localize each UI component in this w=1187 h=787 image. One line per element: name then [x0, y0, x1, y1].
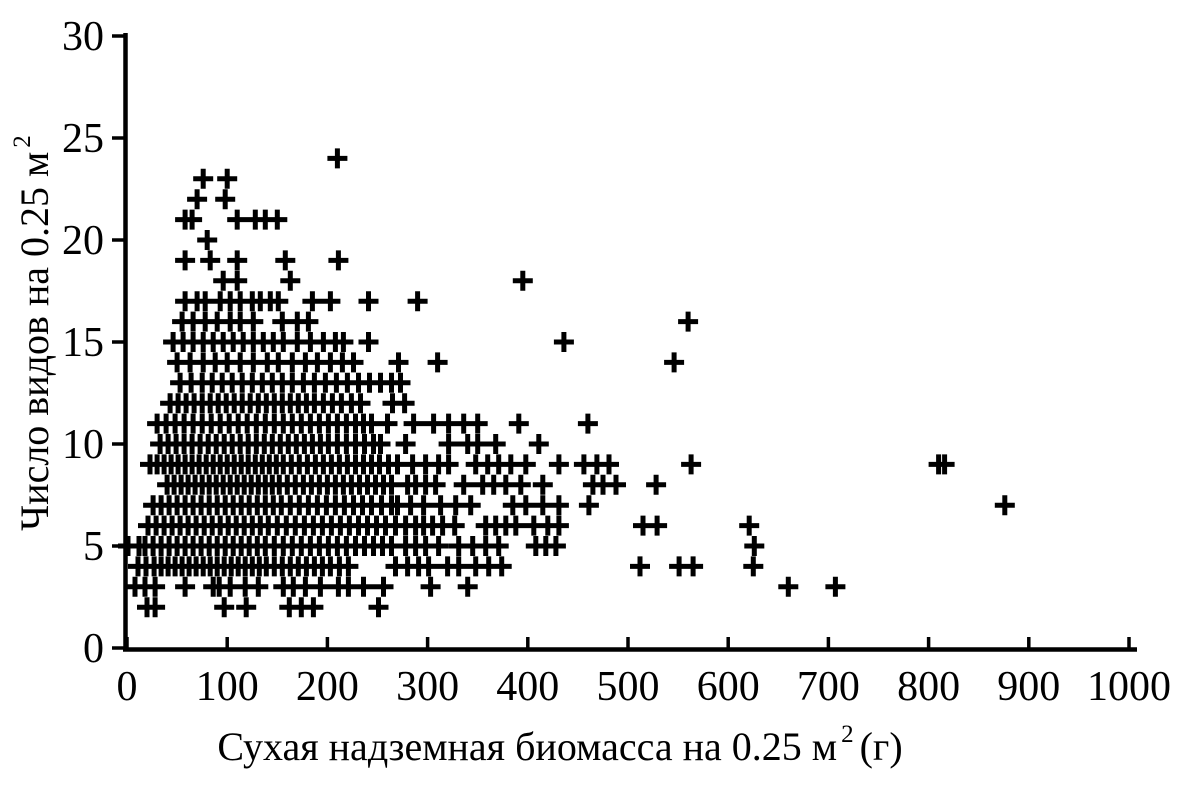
y-tick-label: 10 [62, 422, 104, 468]
y-axis-title-superscript: 2 [8, 135, 36, 148]
x-axis-title: Сухая надземная биомасса на 0.25 м 2 (г) [160, 720, 960, 771]
x-tick-label: 900 [997, 664, 1060, 710]
x-tick-label: 100 [196, 664, 259, 710]
x-axis-title-units: (г) [859, 724, 903, 769]
y-axis-title: Число видов на 0.25 м 2 [8, 53, 59, 613]
y-tick-label: 30 [62, 14, 104, 60]
x-tick-label: 700 [797, 664, 860, 710]
x-tick-label: 400 [496, 664, 559, 710]
x-tick-label: 0 [117, 664, 138, 710]
x-tick-label: 800 [897, 664, 960, 710]
y-tick-label: 5 [83, 524, 104, 570]
y-tick-label: 15 [62, 320, 104, 366]
x-tick-label: 1000 [1087, 664, 1171, 710]
y-tick-label: 20 [62, 218, 104, 264]
x-tick-label: 500 [597, 664, 660, 710]
x-tick-label: 200 [296, 664, 359, 710]
x-axis-title-text: Сухая надземная биомасса на 0.25 м [217, 724, 838, 769]
y-tick-label: 0 [83, 626, 104, 672]
data-point-markers [118, 148, 1015, 618]
y-tick-label: 25 [62, 116, 104, 162]
y-axis-title-text: Число видов на 0.25 м [12, 151, 57, 531]
x-tick-label: 600 [697, 664, 760, 710]
x-axis-title-superscript: 2 [841, 720, 854, 748]
x-tick-label: 300 [396, 664, 459, 710]
